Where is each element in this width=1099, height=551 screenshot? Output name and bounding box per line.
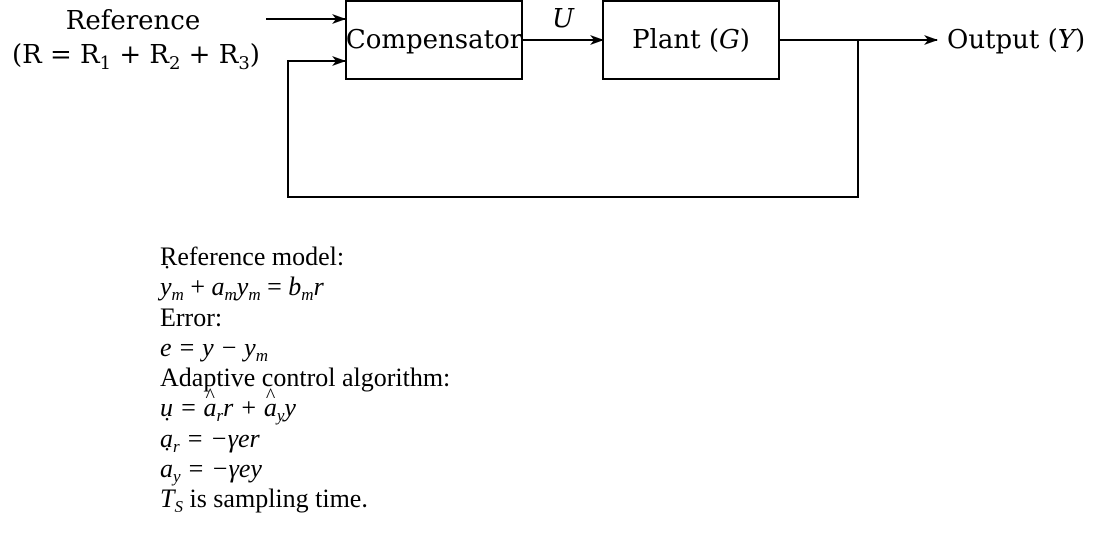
control-law-equation: u = arr + ayy (160, 381, 720, 425)
output-label: Output (Y) (947, 25, 1085, 55)
reference-expression: (R = R1 + R2 + R3) (12, 40, 260, 74)
sampling-time-note: TS is sampling time. (160, 484, 368, 517)
plant-label: Plant (G) (632, 25, 750, 55)
update-law-r: ar = −γer (160, 412, 720, 456)
reference-model-equation: ym + amym = bmr (160, 260, 720, 304)
compensator-label: Compensator (346, 25, 523, 55)
update-law-y: ay = −γey (160, 442, 720, 486)
algorithm-heading: Adaptive control algorithm: (160, 363, 451, 393)
error-heading: Error: (160, 302, 223, 332)
reference-model-heading: Reference model: (160, 242, 345, 271)
equations-panel: Reference model: ym + amym = bmr Error: … (160, 242, 720, 517)
reference-label: Reference (66, 6, 200, 36)
control-signal-label: U (552, 4, 575, 34)
feedback-path (287, 40, 859, 198)
error-equation: e = y − ym (160, 332, 268, 365)
